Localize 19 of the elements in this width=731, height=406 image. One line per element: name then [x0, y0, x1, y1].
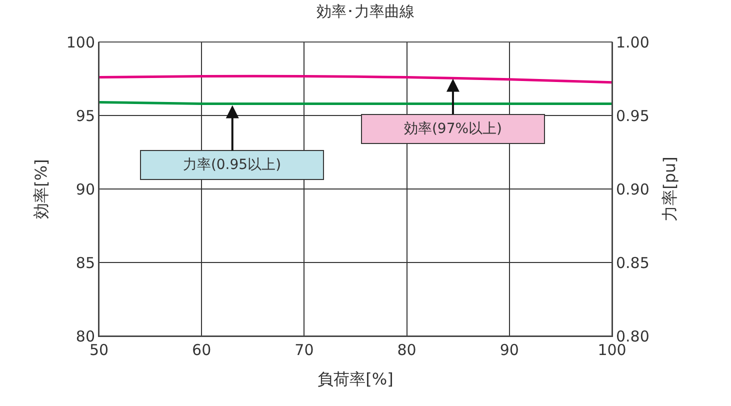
y2-tick-label: 0.95	[616, 106, 650, 125]
x-tick-label: 70	[294, 341, 314, 359]
y-tick-label: 100	[66, 33, 95, 52]
x-axis-title: 負荷率[%]	[318, 370, 394, 389]
chart-title: 効率･力率曲線	[316, 2, 414, 21]
x-tick-label: 90	[500, 341, 519, 359]
y2-tick-label: 0.85	[616, 254, 650, 272]
y2-tick-label: 1.00	[616, 33, 650, 52]
annotation: 力率(0.95以上)	[182, 157, 282, 173]
y-axis-title: 効率[%]	[31, 159, 50, 219]
y-tick-label: 95	[76, 106, 95, 125]
y2-axis-title: 力率[pu]	[660, 156, 680, 222]
line-series	[99, 74, 612, 84]
y-tick-label: 90	[76, 180, 95, 198]
annotation: 効率(97%以上)	[404, 121, 502, 137]
x-tick-label: 80	[397, 341, 416, 359]
y2-tick-label: 0.90	[616, 180, 650, 198]
x-tick-label: 60	[192, 341, 212, 359]
y-tick-label: 85	[76, 254, 95, 272]
